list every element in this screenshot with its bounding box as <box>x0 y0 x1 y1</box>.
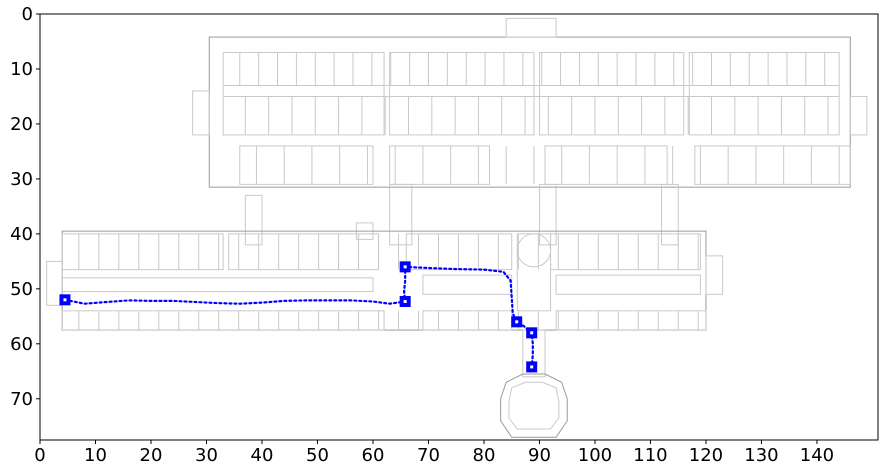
x-tick-label: 30 <box>195 445 218 466</box>
y-axis: 0 10 20 30 40 50 60 70 <box>10 4 40 410</box>
y-tick-label: 70 <box>10 389 33 410</box>
floor-plan-stair <box>849 95 868 136</box>
floor-plan-stair <box>505 17 557 38</box>
waypoint-marker-center <box>403 265 407 269</box>
floor-plan-room-block <box>239 145 374 185</box>
floor-plan-stair <box>46 260 63 306</box>
x-tick-label: 20 <box>140 445 163 466</box>
floor-plan-room-block <box>61 233 224 271</box>
x-tick-label: 120 <box>689 445 723 466</box>
floor-plan-room-block <box>555 310 707 331</box>
floor-plan-shaft <box>244 194 263 246</box>
x-tick-label: 130 <box>744 445 778 466</box>
floor-plan-shaft <box>538 183 557 246</box>
floor-plan-room-block <box>222 51 385 136</box>
floor-plan-room-block <box>694 145 851 185</box>
floor-plan-room-block <box>389 145 491 185</box>
floor-plan-room-block <box>389 51 535 136</box>
x-tick-label: 140 <box>800 445 834 466</box>
y-tick-label: 40 <box>10 224 33 245</box>
y-tick-label: 30 <box>10 169 33 190</box>
floor-plan-stair <box>192 90 210 136</box>
x-tick-label: 10 <box>84 445 107 466</box>
x-tick-label: 40 <box>251 445 274 466</box>
waypoint-marker-center <box>63 298 67 302</box>
waypoint-marker-center <box>515 320 519 324</box>
waypoint-layer <box>59 261 538 373</box>
floor-plan-atrium <box>516 233 552 268</box>
floor-plan-room-block <box>688 51 840 136</box>
floor-plan-shaft <box>661 183 679 246</box>
floor-plan-stair <box>705 255 724 295</box>
x-tick-label: 90 <box>528 445 551 466</box>
x-tick-label: 0 <box>34 445 45 466</box>
y-tick-label: 50 <box>10 279 33 300</box>
floor-plan-room-block <box>555 274 701 295</box>
y-tick-label: 0 <box>22 4 33 25</box>
floor-plan-background <box>46 17 868 438</box>
floor-plan-room-block <box>544 145 668 185</box>
waypoint-marker-center <box>403 299 407 303</box>
x-tick-label: 50 <box>306 445 329 466</box>
x-tick-label: 110 <box>633 445 667 466</box>
floor-plan-octagon <box>508 381 560 430</box>
waypoint-marker-center <box>530 365 534 369</box>
x-tick-label: 80 <box>473 445 496 466</box>
floor-plan-shaft <box>389 183 413 246</box>
plot-area <box>40 14 878 440</box>
y-tick-label: 60 <box>10 334 33 355</box>
floor-plan-octagon <box>500 373 568 438</box>
floor-plan-room-block <box>538 51 685 136</box>
x-tick-label: 100 <box>578 445 612 466</box>
floor-plan-room-block <box>61 310 385 331</box>
x-tick-label: 70 <box>417 445 440 466</box>
x-tick-label: 60 <box>362 445 385 466</box>
y-tick-label: 20 <box>10 114 33 135</box>
waypoint-marker-center <box>530 331 534 335</box>
plot-frame <box>39 13 879 441</box>
y-tick-label: 10 <box>10 59 33 80</box>
x-axis: 0 10 20 30 40 50 60 70 80 90 100 110 120 130 140 <box>34 440 834 466</box>
